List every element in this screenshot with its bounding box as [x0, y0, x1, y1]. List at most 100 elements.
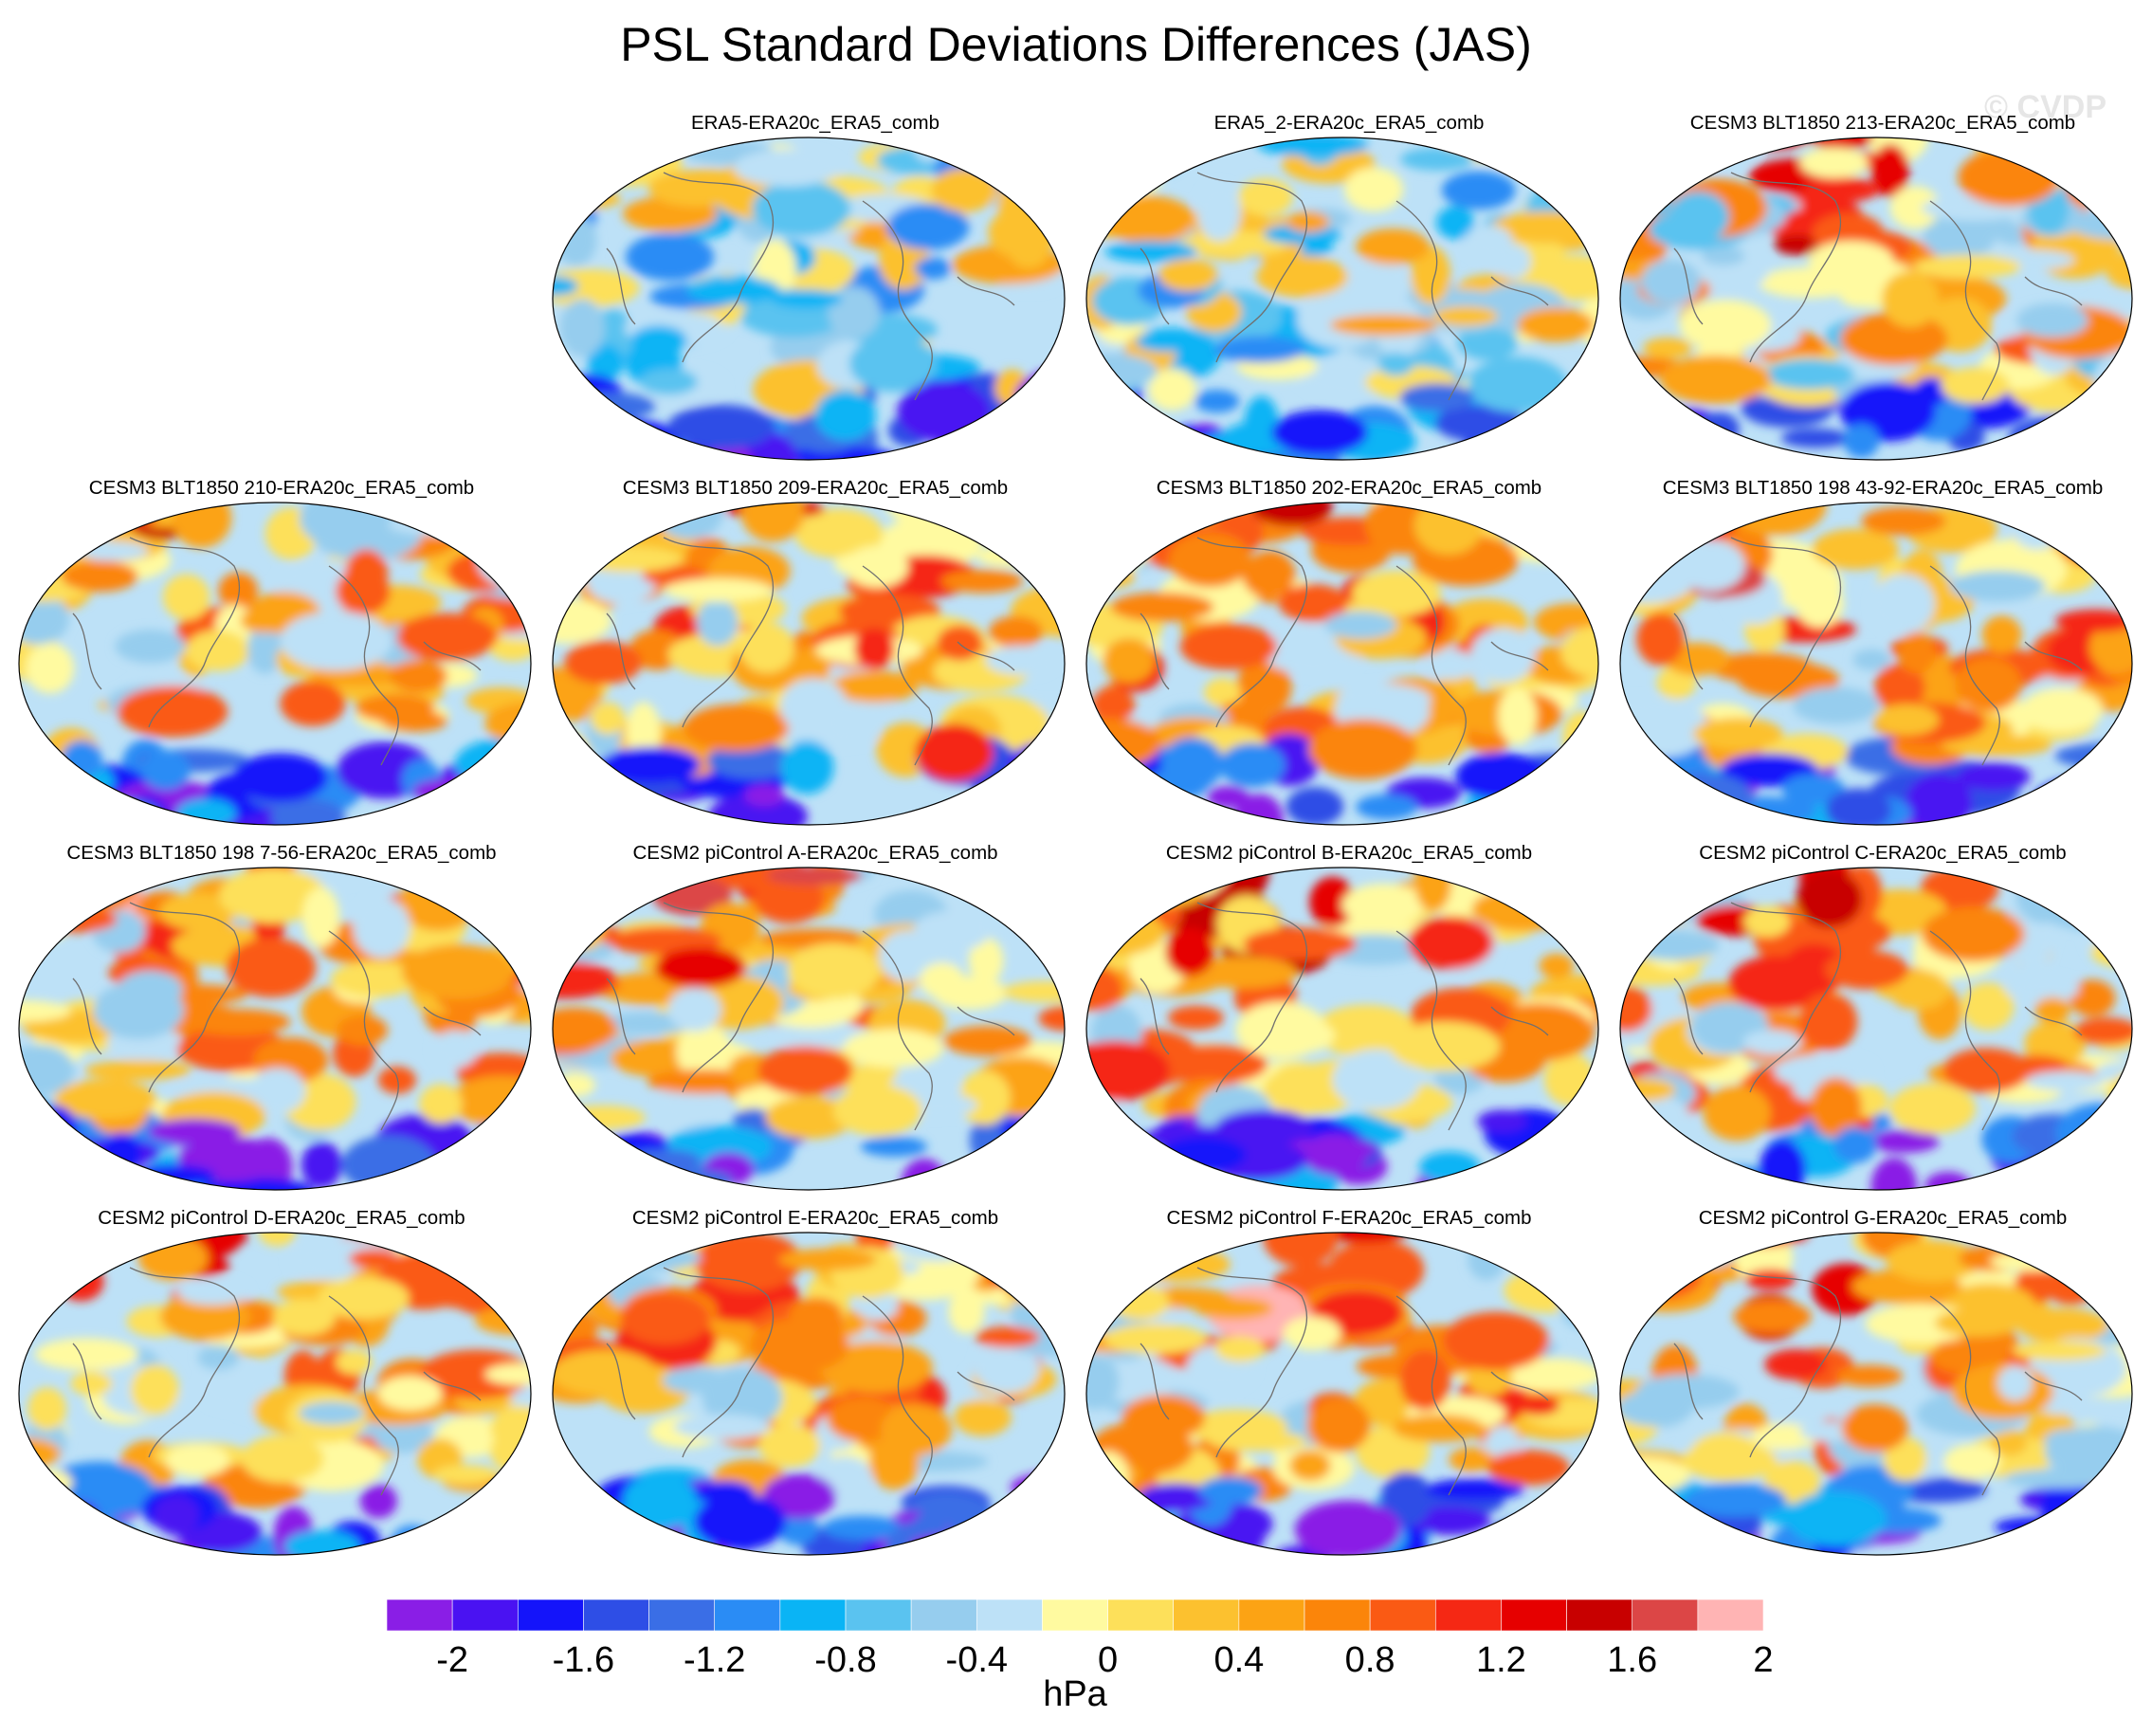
contour-region: [626, 232, 715, 281]
contour-region: [571, 802, 629, 825]
contour-region: [981, 868, 1065, 905]
contour-region: [1743, 905, 1791, 938]
contour-region: [1620, 1154, 1681, 1190]
contour-region: [1087, 896, 1132, 941]
contour-region: [1981, 615, 2022, 654]
contour-region: [2092, 796, 2132, 825]
contour-region: [1380, 1471, 1432, 1527]
coastline: [1673, 172, 2083, 401]
contour-region: [336, 568, 391, 615]
contour-region: [647, 170, 747, 207]
contour-region: [1086, 1291, 1105, 1319]
contour-region: [553, 785, 590, 825]
contour-region: [1620, 868, 1700, 896]
contour-region: [1888, 969, 1949, 1011]
contour-region: [364, 1542, 446, 1555]
contour-region: [2068, 795, 2132, 825]
contour-region: [1991, 1429, 2028, 1456]
contour-region: [1219, 742, 1286, 788]
contour-region: [1343, 167, 1404, 212]
contour-region: [1122, 1394, 1206, 1440]
contour-region: [886, 203, 970, 250]
contour-region: [70, 1371, 113, 1396]
panel-title: ERA5-ERA20c_ERA5_comb: [690, 112, 940, 134]
contour-region: [1086, 510, 1158, 538]
contour-region: [1562, 711, 1598, 765]
contour-region: [576, 546, 683, 573]
panel-title: CESM3 BLT1850 198 43-92-ERA20c_ERA5_comb: [1662, 477, 2104, 499]
contour-region: [1687, 503, 1738, 540]
contour-region: [1628, 930, 1720, 961]
contour-region: [761, 1473, 836, 1519]
contour-region: [1869, 1129, 1940, 1153]
contour-region: [1399, 1349, 1451, 1411]
contour-region: [2020, 687, 2104, 733]
contour-region: [176, 1279, 249, 1306]
contour-region: [776, 1511, 819, 1545]
contour-region: [42, 1461, 155, 1518]
map-border: [18, 502, 532, 826]
contour-region: [1874, 663, 1925, 712]
contour-region: [147, 1118, 241, 1145]
contour-region: [607, 137, 645, 171]
contour-region: [1689, 431, 1743, 460]
contour-region: [794, 508, 884, 558]
contour-region: [2055, 1157, 2132, 1190]
contour-region: [1411, 246, 1450, 304]
map-field: [1619, 867, 2133, 1191]
contour-region: [1935, 1308, 2020, 1337]
coastline: [606, 537, 1015, 766]
contour-region: [1332, 1049, 1421, 1110]
contour-region: [758, 1423, 821, 1468]
contour-region: [160, 1292, 251, 1341]
contour-region: [1942, 1048, 2030, 1093]
contour-region: [1655, 1517, 1693, 1547]
contour-region: [1086, 1151, 1137, 1190]
contour-region: [1793, 686, 1880, 724]
contour-region: [2011, 503, 2063, 550]
contour-region: [752, 180, 851, 237]
contour-region: [1883, 1436, 1927, 1482]
contour-region: [1103, 137, 1182, 161]
contour-region: [667, 988, 721, 1032]
contour-region: [26, 643, 75, 694]
map-border: [552, 502, 1066, 826]
contour-region: [115, 630, 186, 664]
contour-region: [330, 960, 419, 997]
colorbar-box: [1107, 1599, 1175, 1632]
map-border: [1619, 502, 2133, 826]
contour-region: [380, 710, 447, 732]
contour-region: [48, 1515, 135, 1550]
contour-region: [740, 503, 805, 542]
contour-region: [1843, 423, 1880, 459]
contour-region: [23, 1469, 73, 1496]
contour-region: [1441, 171, 1516, 210]
coastline: [1140, 902, 1549, 1131]
contour-region: [1835, 1364, 1903, 1387]
contour-region: [1471, 430, 1533, 460]
contour-region: [1941, 367, 2010, 404]
contour-region: [664, 578, 773, 602]
contour-region: [1810, 1077, 1863, 1138]
contour-region: [377, 1536, 490, 1555]
contour-region: [399, 876, 478, 931]
colorbar-tick-label: -1.6: [552, 1640, 615, 1680]
contour-region: [1086, 1451, 1129, 1505]
colorbar-box: [583, 1599, 649, 1632]
contour-region: [620, 1293, 710, 1345]
contour-region: [419, 1349, 531, 1399]
contour-region: [1795, 579, 1844, 628]
map-panel: CESM3 BLT1850 198 7-56-ERA20c_ERA5_comb: [16, 842, 547, 1206]
contour-region: [351, 1154, 439, 1190]
contour-region: [2077, 1118, 2132, 1152]
map-field: [18, 867, 532, 1191]
colorbar-box: [714, 1599, 781, 1632]
contour-region: [51, 1501, 99, 1526]
contour-region: [914, 257, 951, 280]
contour-region: [1256, 255, 1348, 298]
contour-region: [590, 702, 626, 735]
contour-region: [353, 897, 410, 959]
panel-title: CESM2 piControl E-ERA20c_ERA5_comb: [631, 1207, 999, 1229]
contour-region: [1620, 1236, 1662, 1294]
contour-region: [232, 753, 328, 802]
